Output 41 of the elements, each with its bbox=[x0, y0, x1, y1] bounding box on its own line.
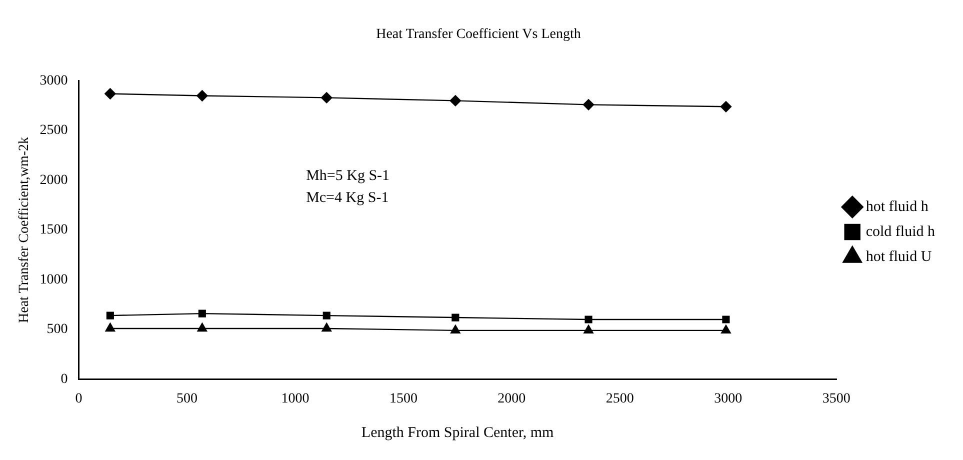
point bbox=[452, 314, 460, 322]
y-tick-label: 2000 bbox=[40, 172, 68, 188]
y-tick-label: 2500 bbox=[40, 123, 68, 138]
point bbox=[106, 312, 114, 320]
point bbox=[721, 324, 731, 334]
point bbox=[722, 316, 730, 324]
chart-title: Heat Transfer Coefficient Vs Length bbox=[376, 27, 581, 42]
point bbox=[196, 90, 208, 102]
legend-label: cold fluid h bbox=[866, 224, 936, 240]
point bbox=[321, 92, 332, 104]
x-tick-label: 0 bbox=[75, 391, 82, 406]
point bbox=[584, 316, 592, 324]
point bbox=[198, 310, 206, 318]
legend-label: hot fluid h bbox=[866, 198, 929, 215]
x-tick-label: 3500 bbox=[822, 391, 850, 406]
x-tick-label: 1500 bbox=[389, 391, 418, 406]
x-tick-label: 500 bbox=[176, 391, 198, 406]
point bbox=[584, 324, 594, 334]
y-axis-title: Heat Transfer Coefficient,wm-2k bbox=[17, 137, 32, 323]
annotation: Mc=4 Kg S-1 bbox=[306, 190, 389, 206]
y-tick-label: 500 bbox=[46, 322, 68, 338]
x-axis-title: Length From Spiral Center, mm bbox=[361, 424, 554, 441]
annotation: Mh=5 Kg S-1 bbox=[306, 168, 390, 184]
point bbox=[720, 101, 732, 112]
x-tick-label: 1000 bbox=[281, 391, 310, 406]
legend-label: hot fluid U bbox=[866, 248, 932, 265]
y-tick-label: 3000 bbox=[40, 73, 68, 88]
x-tick-label: 2000 bbox=[498, 391, 526, 406]
point bbox=[322, 312, 330, 320]
x-tick-label: 3000 bbox=[714, 391, 742, 406]
y-tick-label: 0 bbox=[60, 372, 68, 387]
point bbox=[450, 95, 462, 106]
point bbox=[105, 322, 116, 332]
point bbox=[582, 99, 594, 110]
y-tick-label: 1000 bbox=[40, 272, 68, 288]
point bbox=[197, 322, 208, 332]
point bbox=[322, 322, 332, 332]
point bbox=[450, 324, 460, 334]
y-tick-label: 1500 bbox=[40, 222, 68, 238]
x-tick-label: 2500 bbox=[606, 391, 634, 406]
point bbox=[104, 88, 116, 100]
